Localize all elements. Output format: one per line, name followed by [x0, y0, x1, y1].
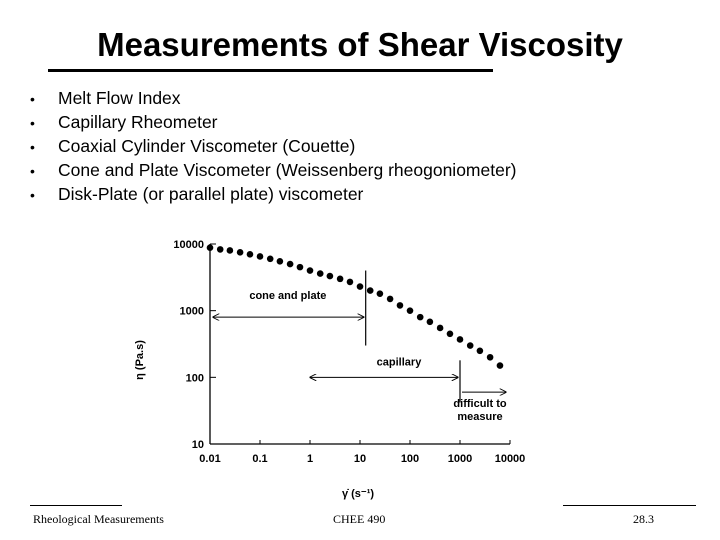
difficult-label-line2: measure [457, 411, 502, 423]
data-point [286, 260, 294, 268]
data-point [236, 249, 244, 256]
chart-ticks: 0.01 0.1 1 10 100 1000 10000 10 100 1000 10000 [173, 239, 525, 465]
x-axis-label: γ̇ (s⁻¹) [342, 488, 374, 500]
bullet-item: • Capillary Rheometer [30, 110, 517, 134]
bullet-dot-icon: • [30, 139, 35, 155]
data-point [296, 263, 304, 271]
chart-points [206, 244, 504, 369]
capillary-label: capillary [377, 357, 423, 369]
bullet-item: • Melt Flow Index [30, 86, 517, 110]
x-tick-label: 10000 [495, 453, 526, 465]
data-point [316, 270, 324, 277]
footer-course-title: Rheological Measurements [33, 512, 164, 526]
data-point [436, 324, 444, 332]
data-point [406, 307, 414, 314]
bullet-item: • Cone and Plate Viscometer (Weissenberg … [30, 158, 517, 182]
data-point [426, 318, 434, 326]
difficult-label-line1: difficult to [453, 398, 506, 410]
x-tick-label: 0.01 [199, 453, 220, 465]
data-point [476, 347, 484, 355]
y-axis-label: η (Pa.s) [134, 340, 146, 380]
footer-page-number: 28.3 [633, 512, 654, 526]
footer-rule-left [30, 505, 122, 506]
y-tick-label: 1000 [180, 306, 204, 318]
slide-title: Measurements of Shear Viscosity [97, 26, 623, 63]
data-point [376, 290, 384, 297]
data-point [326, 272, 334, 280]
data-point [366, 287, 374, 294]
data-point [386, 295, 394, 303]
data-point [356, 283, 364, 290]
viscosity-chart: 0.01 0.1 1 10 100 1000 10000 10 100 1000 10000 con… [134, 239, 525, 500]
data-point [266, 255, 274, 263]
data-point [216, 246, 224, 253]
data-point [466, 342, 474, 349]
data-point [306, 267, 314, 274]
data-point [206, 244, 214, 252]
data-point [346, 278, 354, 286]
data-point [276, 258, 284, 265]
bullet-dot-icon: • [30, 187, 35, 203]
x-tick-label: 10 [354, 453, 366, 465]
x-tick-label: 1 [307, 453, 313, 465]
data-point [416, 313, 424, 321]
x-tick-label: 1000 [448, 453, 472, 465]
data-point [256, 253, 264, 260]
chart-annotations: cone and plate capillary difficult tomeasu… [213, 270, 507, 423]
y-tick-label: 100 [186, 372, 204, 384]
bullet-item: • Disk-Plate (or parallel plate) viscomet… [30, 182, 517, 206]
bullet-dot-icon: • [30, 163, 35, 179]
data-point [446, 330, 454, 338]
bullet-list: • Melt Flow Index • Capillary Rheometer • C… [30, 86, 517, 206]
bullet-item: • Coaxial Cylinder Viscometer (Couette) [30, 134, 517, 158]
y-tick-label: 10000 [173, 239, 204, 251]
bullet-dot-icon: • [30, 115, 35, 131]
data-point [336, 275, 344, 283]
data-point [456, 336, 464, 343]
x-tick-label: 100 [401, 453, 419, 465]
cone-plate-label: cone and plate [249, 290, 326, 302]
x-tick-label: 0.1 [252, 453, 267, 465]
data-point [226, 247, 234, 254]
title-underline [48, 69, 493, 72]
footer-course-code: CHEE 490 [333, 512, 386, 526]
y-tick-label: 10 [192, 439, 204, 451]
footer-rule-right [563, 505, 696, 506]
data-point [396, 302, 404, 309]
data-point [486, 353, 494, 361]
data-point [496, 362, 504, 369]
data-point [246, 251, 254, 258]
bullet-dot-icon: • [30, 91, 35, 107]
